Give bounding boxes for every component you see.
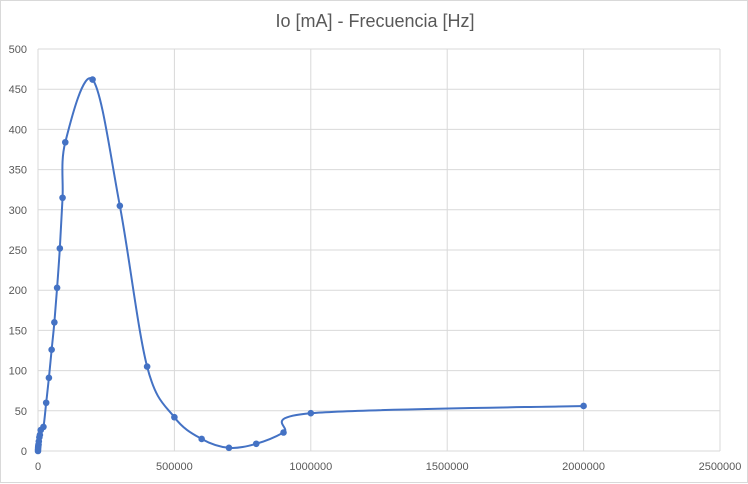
y-tick-label: 250 [9,245,27,257]
data-point [42,399,50,407]
y-tick-label: 200 [9,285,27,297]
series-layer [34,76,587,455]
data-point [280,429,287,436]
data-point [198,435,205,443]
data-point [225,444,233,452]
y-tick-label: 50 [15,406,27,418]
y-tick-label: 400 [9,124,27,136]
data-point [59,194,66,202]
data-point [171,413,178,421]
data-point [61,138,69,146]
data-point [56,245,64,252]
axis-labels: 0 50 100 150 200 250 300 350 400 450 500 0 500000 100… [9,44,742,473]
x-tick-label: 0 [35,461,41,473]
y-tick-label: 150 [9,325,27,337]
data-point [51,319,58,326]
x-tick-label: 1000000 [289,461,332,473]
y-tick-label: 450 [9,84,27,96]
y-tick-label: 500 [9,44,27,56]
data-point [45,374,53,382]
y-tick-label: 350 [9,165,27,177]
x-tick-label: 2000000 [562,461,605,473]
data-point [48,346,55,353]
data-point [116,202,124,210]
grid-layer [37,48,721,452]
chart-title: Io [mA] - Frecuencia [Hz] [275,11,475,31]
y-tick-label: 0 [21,446,27,458]
y-tick-label: 300 [9,205,27,217]
data-point [89,76,96,83]
x-tick-label: 1500000 [426,461,469,473]
x-tick-label: 500000 [156,461,193,473]
data-point [252,440,260,448]
y-tick-label: 100 [9,366,27,378]
data-point [40,423,47,431]
data-point [143,363,151,370]
data-point [580,402,587,410]
x-tick-label: 2500000 [699,461,742,473]
data-point [307,409,315,417]
data-point [53,284,61,292]
